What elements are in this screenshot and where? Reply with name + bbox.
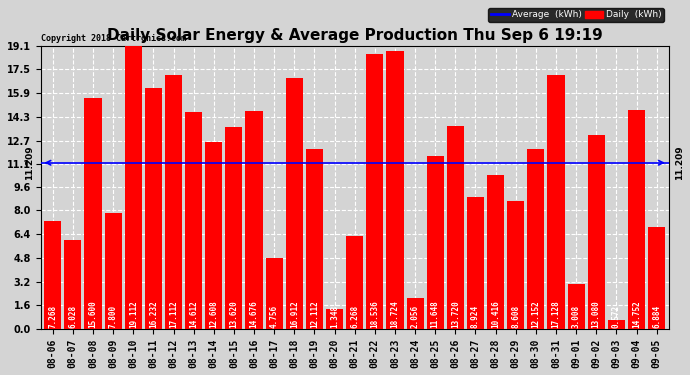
Bar <box>266 258 283 329</box>
Bar <box>44 221 61 329</box>
Text: 6.028: 6.028 <box>68 305 77 328</box>
Text: 16.232: 16.232 <box>149 300 158 328</box>
Bar <box>628 110 645 329</box>
Text: 8.924: 8.924 <box>471 305 480 328</box>
Text: 8.608: 8.608 <box>511 305 520 328</box>
Text: 15.600: 15.600 <box>88 300 97 328</box>
Text: 11.209: 11.209 <box>675 146 684 180</box>
Bar <box>286 78 303 329</box>
Text: 14.752: 14.752 <box>632 300 641 328</box>
Bar <box>84 98 101 329</box>
Bar <box>205 142 222 329</box>
Bar <box>426 156 444 329</box>
Bar <box>145 88 162 329</box>
Bar <box>568 284 584 329</box>
Bar <box>246 111 263 329</box>
Bar <box>326 309 343 329</box>
Title: Daily Solar Energy & Average Production Thu Sep 6 19:19: Daily Solar Energy & Average Production … <box>107 28 602 43</box>
Bar <box>406 298 424 329</box>
Text: 3.008: 3.008 <box>571 305 580 328</box>
Bar <box>346 236 363 329</box>
Text: 12.608: 12.608 <box>209 300 218 328</box>
Text: Copyright 2018 Cartronics.com: Copyright 2018 Cartronics.com <box>41 34 186 43</box>
Text: 12.152: 12.152 <box>531 300 540 328</box>
Bar <box>447 126 464 329</box>
Text: 13.080: 13.080 <box>592 300 601 328</box>
Text: 14.612: 14.612 <box>189 300 198 328</box>
Bar <box>366 54 384 329</box>
Bar <box>185 112 202 329</box>
Text: 13.720: 13.720 <box>451 300 460 328</box>
Text: 18.724: 18.724 <box>391 300 400 328</box>
Text: 2.056: 2.056 <box>411 305 420 328</box>
Bar <box>165 75 182 329</box>
Bar <box>125 46 142 329</box>
Text: 7.268: 7.268 <box>48 305 57 328</box>
Text: 16.912: 16.912 <box>290 300 299 328</box>
Text: 4.756: 4.756 <box>270 305 279 328</box>
Text: 18.536: 18.536 <box>371 300 380 328</box>
Text: 14.676: 14.676 <box>250 300 259 328</box>
Bar <box>467 196 484 329</box>
Text: 7.800: 7.800 <box>108 305 117 328</box>
Bar <box>608 321 625 329</box>
Text: 19.112: 19.112 <box>129 300 138 328</box>
Bar <box>547 75 564 329</box>
Text: 11.209: 11.209 <box>26 146 34 180</box>
Text: 10.416: 10.416 <box>491 300 500 328</box>
Text: 12.112: 12.112 <box>310 300 319 328</box>
Bar <box>527 149 544 329</box>
Text: 0.572: 0.572 <box>612 305 621 328</box>
Bar <box>588 135 605 329</box>
Bar <box>507 201 524 329</box>
Text: 17.112: 17.112 <box>169 300 178 328</box>
Text: 6.884: 6.884 <box>652 305 661 328</box>
Bar <box>487 174 504 329</box>
Bar <box>105 213 121 329</box>
Text: 1.348: 1.348 <box>330 305 339 328</box>
Legend: Average  (kWh), Daily  (kWh): Average (kWh), Daily (kWh) <box>488 8 664 22</box>
Bar <box>64 240 81 329</box>
Text: 17.128: 17.128 <box>551 300 560 328</box>
Bar <box>306 149 323 329</box>
Text: 13.620: 13.620 <box>229 300 239 328</box>
Bar <box>648 227 665 329</box>
Bar <box>226 127 242 329</box>
Bar <box>386 51 404 329</box>
Text: 6.268: 6.268 <box>351 305 359 328</box>
Text: 11.648: 11.648 <box>431 300 440 328</box>
